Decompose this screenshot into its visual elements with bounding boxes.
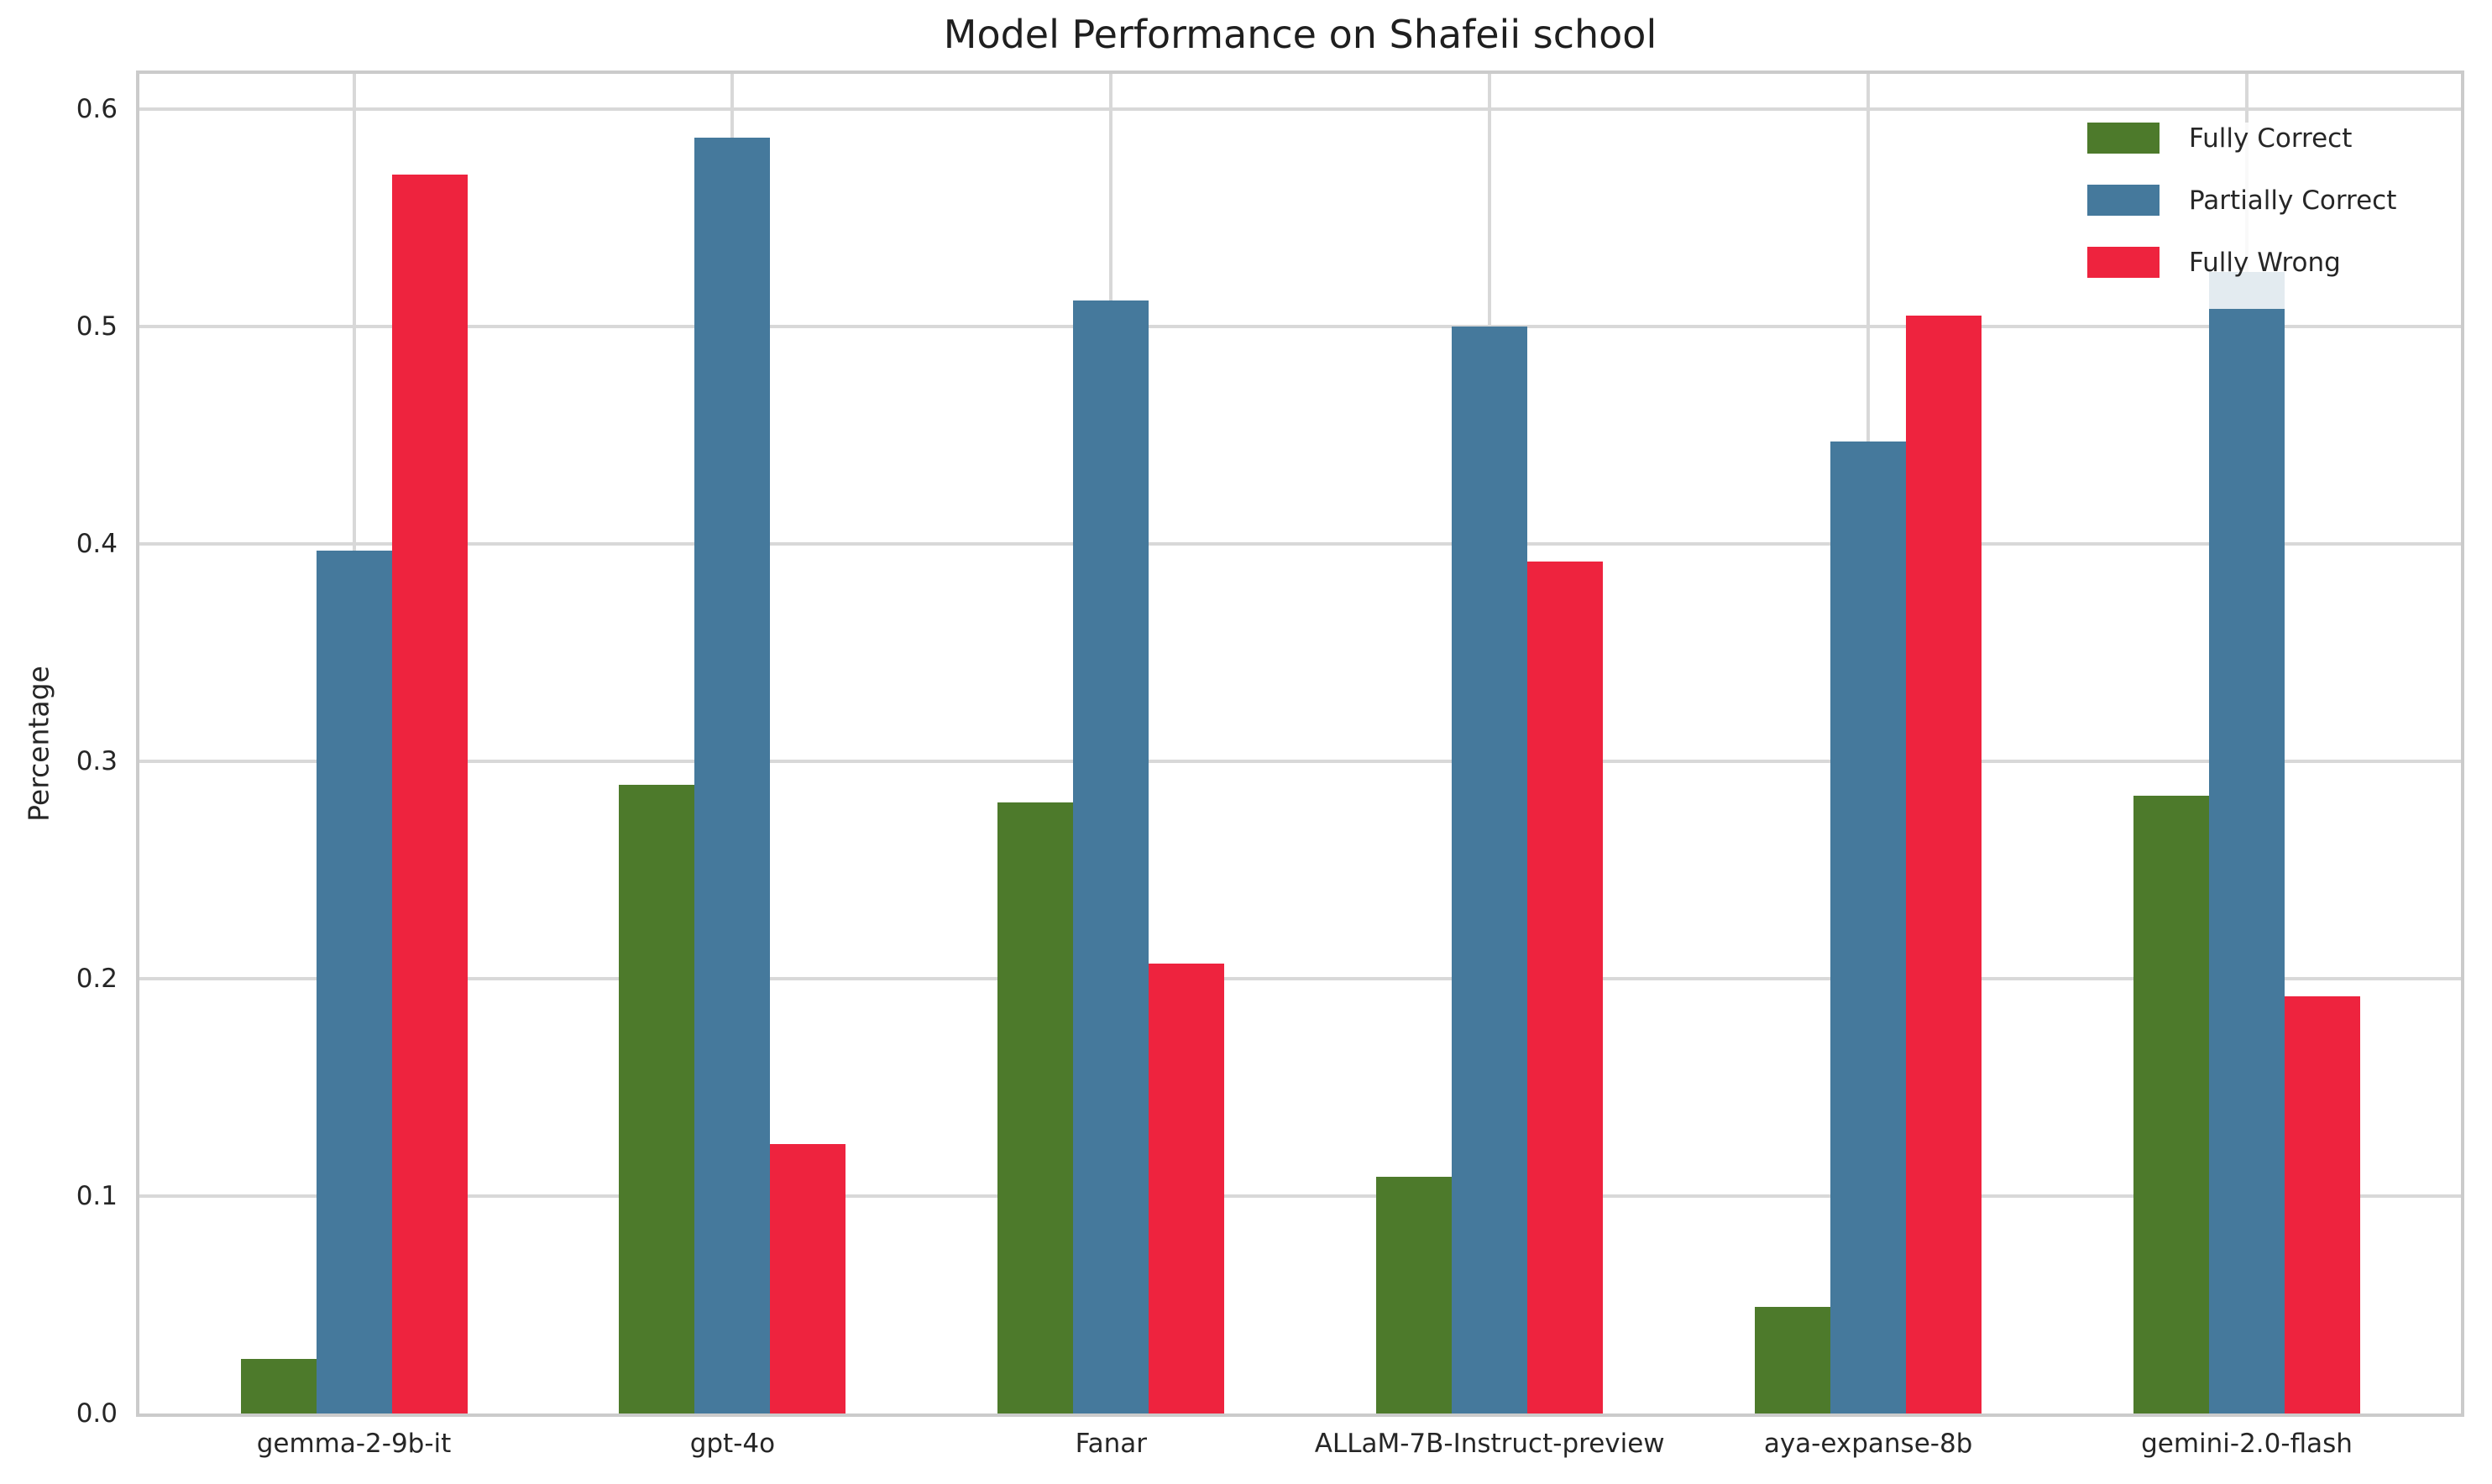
legend-item-partially-correct: Partially Correct xyxy=(2087,185,2396,216)
legend-label-partially-correct: Partially Correct xyxy=(2189,185,2397,216)
bar-gemini-2-0-flash-partially-correct xyxy=(2209,272,2285,1413)
legend-item-fully-wrong: Fully Wrong xyxy=(2087,247,2396,278)
y-tick-label-0.4: 0.4 xyxy=(76,529,118,559)
y-tick-label-0.1: 0.1 xyxy=(76,1181,118,1211)
legend-swatch-fully-wrong xyxy=(2087,247,2160,278)
y-axis-label: Percentage xyxy=(22,666,55,822)
bar-gpt-4o-partially-correct xyxy=(694,138,771,1413)
x-tick-label-gpt-4o: gpt-4o xyxy=(689,1429,776,1459)
y-tick-label-0.3: 0.3 xyxy=(76,746,118,776)
chart-title: Model Performance on Shafeii school xyxy=(943,12,1657,57)
gridline-y-0.6 xyxy=(139,107,2461,111)
gridline-y-0.5 xyxy=(139,325,2461,328)
y-tick-label-0.6: 0.6 xyxy=(76,94,118,124)
bar-aya-expanse-8b-partially-correct xyxy=(1830,442,1907,1413)
gridline-y-0.1 xyxy=(139,1194,2461,1198)
bar-gpt-4o-fully-wrong xyxy=(770,1144,846,1413)
bar-gemma-2-9b-it-fully-wrong xyxy=(391,175,468,1413)
x-tick-label-fanar: Fanar xyxy=(1075,1429,1147,1459)
gridline-y-0.4 xyxy=(139,542,2461,546)
y-tick-label-0.2: 0.2 xyxy=(76,964,118,994)
x-tick-label-gemma-2-9b-it: gemma-2-9b-it xyxy=(256,1429,452,1459)
gridline-y-0.3 xyxy=(139,760,2461,763)
bar-gpt-4o-fully-correct xyxy=(619,785,695,1413)
bar-aya-expanse-8b-fully-correct xyxy=(1755,1307,1831,1413)
bar-fanar-fully-correct xyxy=(997,802,1074,1413)
legend-label-fully-correct: Fully Correct xyxy=(2189,123,2353,154)
bar-gemma-2-9b-it-partially-correct xyxy=(316,551,392,1413)
legend-swatch-partially-correct xyxy=(2087,185,2160,216)
bar-gemma-2-9b-it-fully-correct xyxy=(240,1359,317,1413)
bar-fanar-partially-correct xyxy=(1073,300,1149,1413)
x-tick-label-aya-expanse-8b: aya-expanse-8b xyxy=(1763,1429,1973,1459)
legend-label-fully-wrong: Fully Wrong xyxy=(2189,247,2341,278)
bar-aya-expanse-8b-fully-wrong xyxy=(1906,316,1982,1413)
bar-gemini-2-0-flash-fully-wrong xyxy=(2285,996,2360,1413)
legend-item-fully-correct: Fully Correct xyxy=(2087,123,2396,154)
bar-allam-7b-instruct-preview-partially-correct xyxy=(1452,327,1528,1413)
legend: Fully Correct Partially Correct Fully Wron… xyxy=(2087,123,2397,309)
bar-gemini-2-0-flash-fully-correct xyxy=(2133,796,2209,1413)
bar-allam-7b-instruct-preview-fully-wrong xyxy=(1527,562,1604,1413)
x-tick-label-gemini-2-0-flash: gemini-2.0-flash xyxy=(2141,1429,2353,1459)
gridline-y-0.2 xyxy=(139,977,2461,980)
x-tick-label-allam-7b-instruct-preview: ALLaM-7B-Instruct-preview xyxy=(1314,1429,1665,1459)
y-tick-label-0.5: 0.5 xyxy=(76,311,118,342)
plot-area xyxy=(136,71,2464,1417)
bar-fanar-fully-wrong xyxy=(1149,964,1225,1413)
bar-allam-7b-instruct-preview-fully-correct xyxy=(1376,1177,1453,1413)
legend-swatch-fully-correct xyxy=(2087,123,2160,154)
y-tick-label-0.0: 0.0 xyxy=(76,1398,118,1429)
